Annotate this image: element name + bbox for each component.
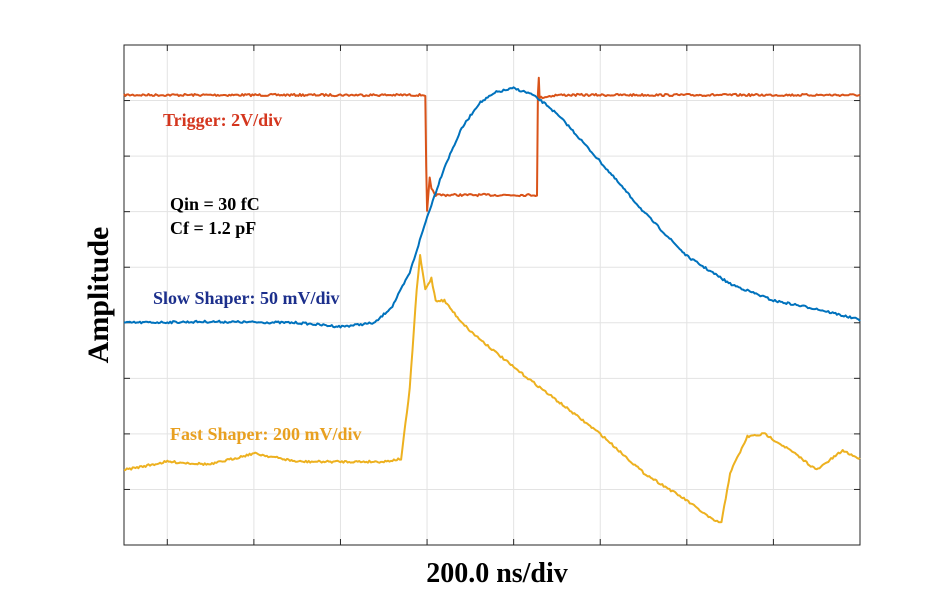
annotation-qin: Qin = 30 fC bbox=[170, 194, 260, 214]
slow-shaper-trace bbox=[123, 86, 861, 329]
trigger-trace bbox=[123, 76, 861, 212]
plot-frame bbox=[123, 44, 861, 546]
x-axis-label: 200.0 ns/div bbox=[426, 558, 568, 589]
y-axis-label: Amplitude bbox=[82, 227, 115, 364]
annotation-trigger: Trigger: 2V/div bbox=[163, 110, 282, 130]
annotation-fast-shaper: Fast Shaper: 200 mV/div bbox=[170, 424, 362, 444]
annotation-slow-shaper: Slow Shaper: 50 mV/div bbox=[153, 288, 340, 308]
annotation-cf: Cf = 1.2 pF bbox=[170, 218, 256, 238]
series-layer bbox=[123, 76, 861, 524]
fast-shaper-trace bbox=[123, 254, 861, 524]
